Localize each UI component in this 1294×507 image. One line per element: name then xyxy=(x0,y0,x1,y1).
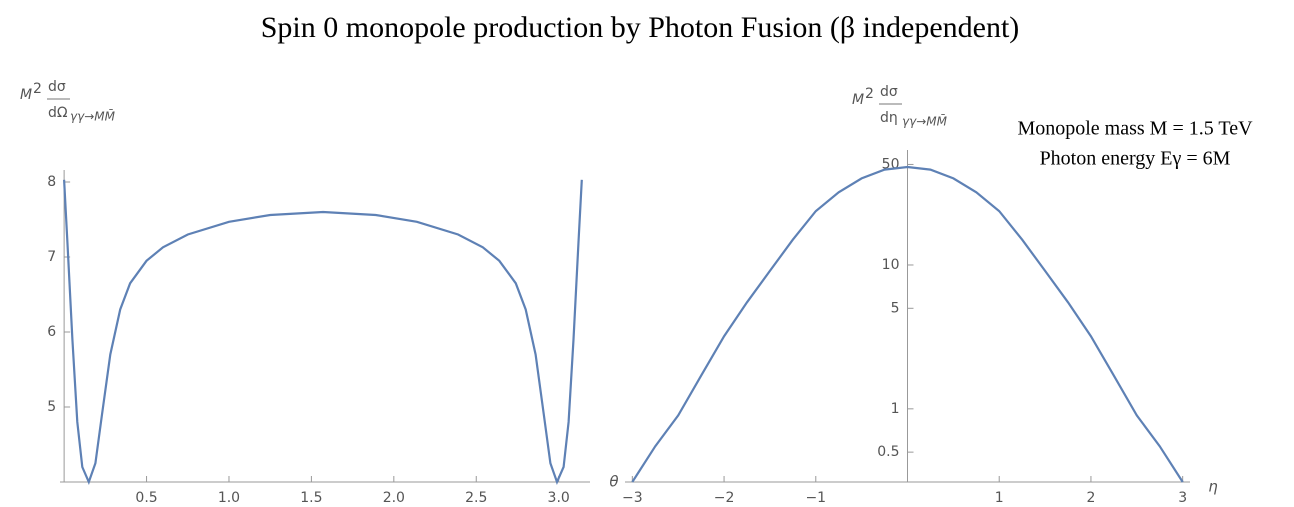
chart-title: Spin 0 monopole production by Photon Fus… xyxy=(261,11,1020,44)
x-tick-label: 3 xyxy=(1178,490,1187,506)
x-tick-label: −1 xyxy=(805,490,826,506)
y-tick-label: 1 xyxy=(891,401,900,417)
x-tick-label: −3 xyxy=(622,490,643,506)
y-tick-label: 10 xyxy=(882,257,900,273)
x-tick-label: 1 xyxy=(995,490,1004,506)
x-tick-label: 2.0 xyxy=(383,490,405,506)
y-label-base: M xyxy=(20,87,32,103)
x-tick-label: 0.5 xyxy=(135,490,157,506)
y-tick-label: 5 xyxy=(891,300,900,316)
x-tick-label: 2 xyxy=(1086,490,1095,506)
y-label-subscript: γγ→MM̄ xyxy=(902,114,948,128)
y-label-numerator: dσ xyxy=(48,79,66,95)
x-axis-label: η xyxy=(1208,478,1218,496)
y-tick-label: 0.5 xyxy=(877,444,899,460)
x-tick-label: −2 xyxy=(714,490,735,506)
y-tick-label: 7 xyxy=(47,249,56,265)
annotation: Photon energy Eγ = 6M xyxy=(1040,148,1231,170)
x-tick-label: 2.5 xyxy=(465,490,487,506)
y-tick-label: 5 xyxy=(47,399,56,415)
data-line xyxy=(631,165,1184,483)
y-label-exponent: 2 xyxy=(33,81,42,97)
y-label-denominator: dη xyxy=(880,110,898,126)
y-tick-label: 6 xyxy=(47,324,56,340)
y-label-denominator: dΩ xyxy=(48,105,68,121)
annotation: Monopole mass M = 1.5 TeV xyxy=(1017,118,1253,140)
x-axis-label: θ xyxy=(609,473,618,491)
data-line xyxy=(63,179,583,486)
y-tick-label: 8 xyxy=(47,174,56,190)
y-label-exponent: 2 xyxy=(865,86,874,102)
x-tick-label: 1.0 xyxy=(218,490,240,506)
y-label-numerator: dσ xyxy=(880,84,898,100)
y-label-base: M xyxy=(852,92,864,108)
y-label-subscript: γγ→MM̄ xyxy=(70,109,116,123)
x-tick-label: 1.5 xyxy=(300,490,322,506)
x-tick-label: 3.0 xyxy=(548,490,570,506)
